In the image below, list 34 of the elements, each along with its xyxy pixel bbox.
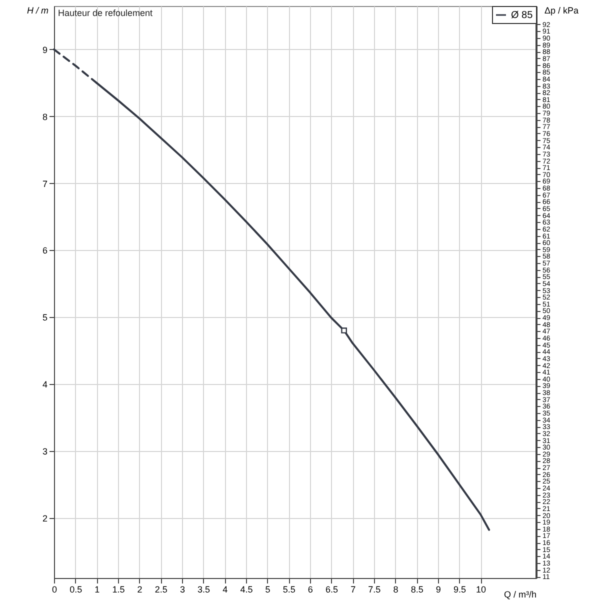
x-tick-label: 2.5 (154, 584, 168, 594)
y-axis-title: H / m (27, 6, 49, 16)
x-tick-label: 10 (476, 584, 486, 594)
x-tick-label: 9 (436, 584, 441, 594)
x-axis-title: Q / m³/h (504, 590, 536, 600)
y-tick-label: 6 (42, 246, 48, 256)
y2-axis-title: Δp / kPa (544, 6, 579, 16)
x-tick-label: 8 (393, 584, 398, 594)
x-tick-label: 1 (94, 584, 100, 594)
x-tick-label: 5 (265, 584, 270, 594)
legend-label: Ø 85 (511, 10, 534, 21)
x-tick-label: 5.5 (282, 584, 296, 594)
x-tick-label: 8.5 (410, 584, 424, 594)
y-tick-label: 9 (42, 44, 48, 55)
x-tick-label: 7 (350, 584, 356, 594)
x-tick-label: 4.5 (240, 584, 253, 594)
x-tick-label: 9.5 (453, 584, 466, 594)
y-tick-label: 2 (42, 513, 48, 524)
x-tick-label: 2 (137, 584, 142, 594)
y-tick-label: 8 (42, 112, 48, 122)
y-tick-label: 5 (42, 312, 48, 323)
y-tick-label: 3 (42, 446, 48, 456)
y-tick-label: 7 (42, 178, 48, 189)
x-tick-label: 6.5 (326, 584, 338, 594)
x-tick-label: 4 (222, 584, 228, 594)
x-tick-label: 1.5 (112, 584, 125, 594)
x-tick-label: 3 (180, 584, 185, 594)
x-tick-label: 0.5 (70, 584, 82, 594)
y-tick-label: 4 (42, 379, 48, 390)
x-tick-label: 6 (308, 584, 313, 594)
x-tick-label: 7.5 (368, 584, 381, 594)
x-tick-label: 0 (52, 584, 58, 594)
x-tick-label: 3.5 (198, 584, 210, 594)
chart-title: Hauteur de refoulement (58, 8, 154, 18)
